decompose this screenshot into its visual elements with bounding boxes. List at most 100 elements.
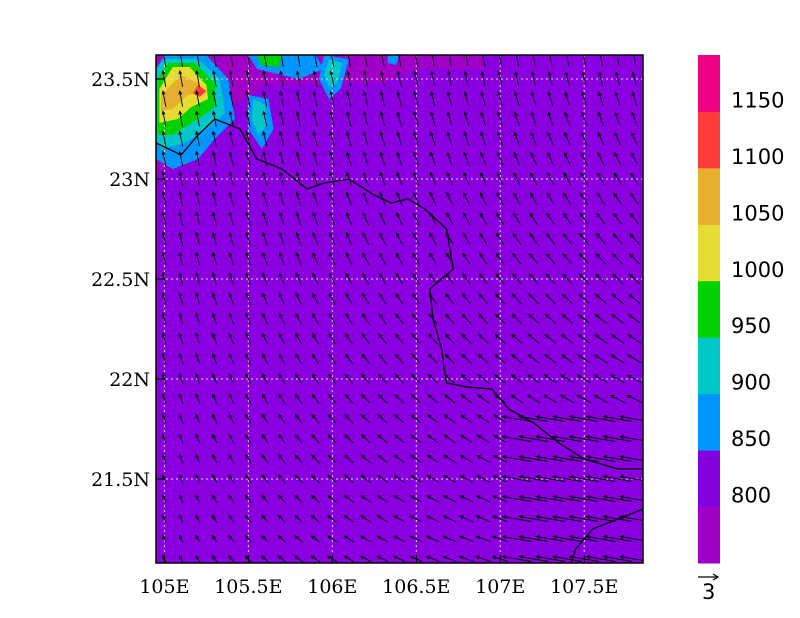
wind-vector [612, 232, 623, 245]
wind-vector [162, 433, 167, 444]
wind-vector [195, 272, 201, 286]
wind-vector [311, 454, 320, 464]
wind-vector [245, 292, 251, 305]
wind-vector [327, 515, 337, 523]
wind-vector [598, 71, 604, 86]
wind-vector [412, 212, 420, 226]
plot-background [156, 55, 643, 563]
wind-vector [460, 414, 473, 424]
wind-vector [312, 171, 319, 186]
wind-vector [511, 313, 523, 325]
wind-vector [411, 353, 421, 364]
wind-vector [545, 273, 556, 285]
wind-vector [496, 171, 504, 186]
wind-vector [459, 455, 473, 463]
wind-vector [346, 110, 352, 127]
wind-vector [427, 434, 439, 444]
wind-vector [294, 413, 303, 424]
wind-vector [564, 151, 571, 166]
wind-vector [178, 332, 184, 345]
wind-vector [410, 434, 422, 444]
wind-vector [262, 272, 268, 285]
wind-vector [426, 515, 440, 523]
wind-vector [442, 515, 457, 523]
wind-vector [577, 334, 591, 344]
wind-vector [393, 475, 405, 483]
wind-vector [528, 313, 540, 324]
wind-vector [611, 293, 624, 304]
wind-vector [195, 453, 201, 464]
colorbar-label: 950 [731, 314, 771, 338]
grid-lines [156, 55, 643, 563]
contour-patch [192, 85, 207, 97]
wind-vector [413, 70, 419, 87]
wind-vector [195, 554, 201, 563]
wind-vector [568, 455, 599, 462]
wind-vector [597, 111, 604, 126]
wind-vector [602, 495, 633, 502]
wind-vector [426, 495, 440, 503]
wind-vector [477, 394, 490, 404]
wind-vector [628, 293, 641, 304]
wind-vector [535, 555, 565, 562]
wind-vector [527, 354, 540, 364]
wind-vector [362, 313, 370, 325]
wind-vector [563, 172, 571, 186]
wind-vector [343, 535, 355, 543]
wind-vector [195, 90, 200, 107]
wind-vector [262, 70, 268, 87]
wind-vector [446, 131, 453, 146]
wind-vector [195, 110, 200, 127]
wind-vector [585, 415, 616, 422]
wind-vector [161, 90, 167, 107]
wind-vector-layer [161, 55, 643, 563]
wind-vector [297, 55, 301, 67]
wind-vector [562, 232, 572, 245]
wind-vector [195, 211, 201, 226]
colorbar-label: 900 [731, 371, 771, 395]
wind-vector [547, 55, 553, 67]
wind-vector [362, 232, 370, 246]
wind-vector [631, 71, 637, 86]
wind-vector [561, 313, 573, 324]
wind-vector [512, 252, 522, 265]
wind-vector [464, 55, 469, 67]
wind-vector [195, 534, 201, 543]
wind-vector [475, 555, 491, 562]
wind-vector [211, 554, 218, 563]
wind-vector [446, 111, 453, 126]
wind-vector [396, 70, 402, 87]
wind-vector [195, 292, 201, 305]
wind-vector [442, 535, 457, 543]
wind-vector [429, 212, 437, 226]
wind-vector [501, 415, 532, 422]
wind-vector [245, 110, 251, 127]
wind-vector [161, 191, 167, 206]
wind-vector [579, 212, 589, 225]
wind-vector [361, 353, 370, 364]
wind-vector [343, 515, 354, 523]
wind-vector [311, 474, 320, 484]
wind-vector [329, 211, 336, 226]
wind-vector [261, 433, 269, 444]
wind-vector [475, 495, 491, 503]
wind-vector [343, 494, 354, 503]
wind-vector [294, 535, 303, 543]
wind-vector [477, 374, 489, 384]
wind-vector [360, 495, 371, 503]
contour-patch [251, 99, 267, 135]
wind-vector [329, 232, 336, 246]
wind-vector [615, 55, 620, 66]
wind-vector [480, 111, 487, 126]
wind-vector [329, 131, 335, 147]
wind-vector [211, 292, 218, 305]
wind-vector [480, 151, 487, 166]
wind-vector [619, 475, 643, 481]
wind-vector [311, 373, 320, 384]
wind-vector [261, 413, 269, 424]
wind-vector [585, 495, 616, 502]
wind-vector [501, 475, 532, 482]
wind-vector [593, 354, 608, 364]
wind-vector [494, 333, 506, 344]
